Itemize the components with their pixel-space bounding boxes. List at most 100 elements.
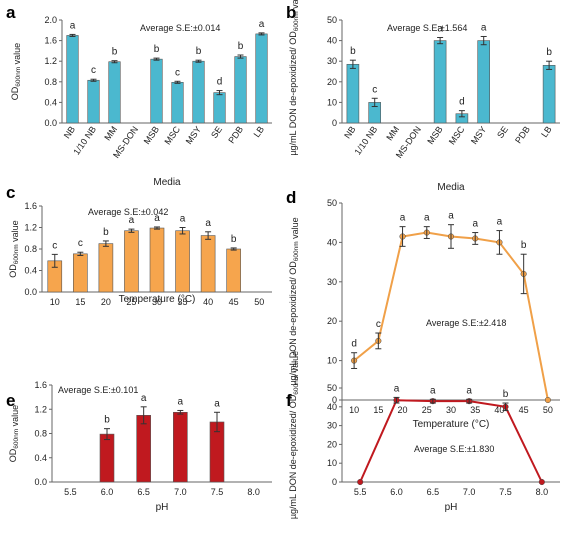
y-tick-label: 20: [327, 77, 337, 87]
x-tick-label: 20: [398, 405, 408, 415]
average-se-note: Average S.E:±1.564: [387, 23, 467, 33]
x-tick-label: MSB: [142, 124, 161, 146]
panel-d: d 0 10 20 30 40 50 10 15 20 25 30 35 40 45 50 Temperatur…: [286, 188, 560, 430]
bar-MSB: [150, 58, 163, 124]
significance-letter: a: [400, 213, 406, 224]
x-tick-label: 5.5: [354, 487, 367, 497]
x-axis-label: pH: [445, 502, 458, 513]
y-tick-label: 0.0: [24, 287, 37, 297]
x-tick-label: PDB: [226, 124, 245, 145]
y-tick-label: 10: [327, 458, 337, 468]
y-axis-label: OD600nm value: [10, 43, 22, 100]
bar-SE: [213, 92, 226, 124]
significance-letter: d: [351, 339, 357, 350]
bar-MSY: [192, 60, 205, 124]
y-tick-label: 1.2: [44, 56, 57, 66]
y-tick-label: 40: [327, 36, 337, 46]
x-tick-label: 35: [470, 405, 480, 415]
significance-letter: c: [91, 65, 96, 76]
x-tick-label: PDB: [513, 124, 532, 145]
bar-LB: [542, 65, 556, 124]
x-tick-label: MSC: [447, 124, 467, 147]
y-tick-label: 10: [327, 356, 337, 366]
significance-letter: d: [459, 97, 465, 108]
y-axis-label: OD600nm value: [8, 405, 20, 462]
significance-letter: b: [103, 227, 109, 238]
y-tick-label: 2.0: [44, 15, 57, 25]
significance-letter: a: [180, 214, 186, 225]
bar-45: [226, 248, 241, 293]
bar-NB: [66, 35, 79, 124]
significance-letter: a: [394, 383, 400, 394]
x-tick-label: 20: [101, 297, 111, 307]
x-tick-label: 6.0: [390, 487, 403, 497]
x-tick-label: MSC: [162, 124, 182, 147]
significance-letter: c: [175, 67, 180, 78]
x-tick-label: 40: [494, 405, 504, 415]
panel-c: c 0.0 0.4 0.8 1.2 1.6 10 15 20 25 30 35 40 45 50 Temper…: [6, 183, 272, 307]
x-tick-label: 40: [203, 297, 213, 307]
panel-label: a: [6, 3, 16, 22]
significance-letter: a: [154, 213, 160, 224]
significance-letter: b: [503, 389, 509, 400]
x-tick-label: 25: [422, 405, 432, 415]
significance-letter: b: [546, 47, 552, 58]
y-tick-label: 1.6: [24, 201, 37, 211]
x-axis-label: Media: [153, 177, 181, 188]
panel-label: e: [6, 391, 15, 410]
significance-letter: c: [376, 319, 381, 330]
x-tick-label: SE: [209, 124, 224, 140]
bar-35: [175, 230, 190, 293]
y-tick-label: 30: [327, 56, 337, 66]
point-5.5: [357, 478, 364, 486]
series-line: [359, 399, 543, 483]
average-se-note: Average S.E:±2.418: [426, 318, 506, 328]
x-tick-label: 1/10 NB: [352, 124, 379, 156]
bar-MM: [108, 61, 121, 124]
significance-letter: b: [521, 240, 527, 251]
significance-letter: a: [214, 398, 220, 409]
bar-40: [200, 235, 216, 293]
panel-f: f 0 10 20 30 40 50 5.5 6.0 6.5 7.0 7.5 8.0 pH µg/mL DO…: [286, 351, 560, 519]
y-tick-label: 0.4: [34, 453, 47, 463]
significance-letter: a: [472, 219, 478, 230]
x-tick-label: MSY: [184, 124, 203, 146]
y-tick-label: 20: [327, 439, 337, 449]
bar-MSC: [171, 82, 184, 124]
y-tick-label: 30: [327, 277, 337, 287]
y-tick-label: 0: [332, 477, 337, 487]
significance-letter: c: [52, 240, 57, 251]
series-line: [353, 231, 549, 401]
x-tick-label: 6.5: [137, 487, 150, 497]
panel-label: b: [286, 3, 296, 22]
average-se-note: Average S.E:±0.042: [88, 207, 168, 217]
bar-25: [124, 230, 139, 293]
x-axis-label: pH: [156, 502, 169, 513]
bar-MSY: [477, 40, 490, 124]
x-tick-label: 7.0: [174, 487, 187, 497]
x-tick-label: LB: [252, 124, 267, 139]
x-tick-label: 50: [254, 297, 264, 307]
point-50: [544, 396, 551, 404]
significance-letter: b: [231, 234, 237, 245]
significance-letter: b: [112, 47, 118, 58]
panel-label: f: [286, 391, 292, 410]
x-tick-label: MM: [384, 124, 401, 142]
significance-letter: b: [350, 46, 356, 57]
x-axis-label: Temperature (°C): [119, 294, 196, 305]
x-tick-label: NB: [342, 124, 357, 140]
y-tick-label: 0.8: [34, 429, 47, 439]
y-tick-label: 1.2: [24, 223, 37, 233]
y-axis-label: µg/mL DON de-epoxidized/ OD600nm value: [288, 351, 300, 519]
average-se-note: Average S.E:±1.830: [414, 444, 494, 454]
x-tick-label: 15: [75, 297, 85, 307]
y-tick-label: 0.4: [24, 266, 37, 276]
bar-MSB: [433, 40, 447, 124]
point-8.0: [538, 478, 545, 486]
x-tick-label: 30: [152, 297, 162, 307]
bar-1/10 NB: [87, 79, 100, 124]
y-tick-label: 0.0: [44, 118, 57, 128]
panel-label: d: [286, 188, 296, 207]
